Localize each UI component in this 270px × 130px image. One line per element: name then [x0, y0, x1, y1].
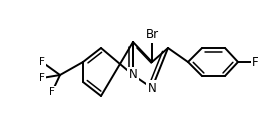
Text: N: N [129, 69, 137, 82]
Text: F: F [49, 87, 55, 97]
Text: N: N [148, 82, 156, 95]
Text: F: F [39, 57, 45, 67]
Text: Br: Br [146, 28, 158, 41]
Text: F: F [252, 56, 258, 69]
Text: F: F [39, 73, 45, 83]
